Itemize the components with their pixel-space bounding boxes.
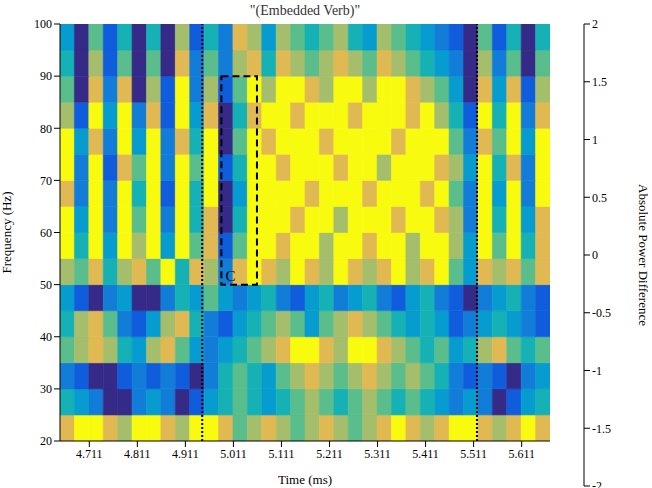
svg-text:5.211: 5.211 bbox=[316, 447, 343, 461]
html-text:"(Embedded Verb)": "(Embedded Verb)" bbox=[249, 3, 361, 18]
svg-text:80: 80 bbox=[40, 122, 52, 136]
svg-text:Absolute Power Difference: Absolute Power Difference bbox=[636, 184, 648, 326]
svg-text:40: 40 bbox=[40, 330, 52, 344]
svg-text:30: 30 bbox=[40, 382, 52, 396]
svg-text:0: 0 bbox=[592, 248, 598, 262]
svg-text:4.711: 4.711 bbox=[76, 447, 103, 461]
svg-text:-2: -2 bbox=[592, 479, 602, 488]
svg-text:100: 100 bbox=[34, 17, 52, 31]
svg-text:-1: -1 bbox=[592, 364, 602, 378]
svg-text:1.5: 1.5 bbox=[592, 75, 607, 89]
svg-text:5.011: 5.011 bbox=[220, 447, 247, 461]
svg-text:0.5: 0.5 bbox=[592, 191, 607, 205]
svg-text:50: 50 bbox=[40, 278, 52, 292]
svg-text:5.311: 5.311 bbox=[364, 447, 391, 461]
svg-text:5.511: 5.511 bbox=[460, 447, 487, 461]
svg-text:5.111: 5.111 bbox=[268, 447, 294, 461]
svg-text:2: 2 bbox=[592, 17, 598, 31]
svg-text:60: 60 bbox=[40, 226, 52, 240]
svg-text:C: C bbox=[225, 268, 235, 284]
svg-text:90: 90 bbox=[40, 69, 52, 83]
svg-text:5.611: 5.611 bbox=[508, 447, 535, 461]
svg-text:1: 1 bbox=[592, 133, 598, 147]
svg-text:5.411: 5.411 bbox=[412, 447, 439, 461]
svg-text:-0.5: -0.5 bbox=[592, 306, 611, 320]
svg-text:Time (ms): Time (ms) bbox=[278, 472, 332, 487]
svg-text:4.911: 4.911 bbox=[172, 447, 199, 461]
svg-text:4.811: 4.811 bbox=[124, 447, 151, 461]
svg-text:Frequency (Hz): Frequency (Hz) bbox=[0, 192, 14, 274]
svg-text:70: 70 bbox=[40, 174, 52, 188]
svg-text:-1.5: -1.5 bbox=[592, 422, 611, 436]
svg-text:20: 20 bbox=[40, 434, 52, 448]
